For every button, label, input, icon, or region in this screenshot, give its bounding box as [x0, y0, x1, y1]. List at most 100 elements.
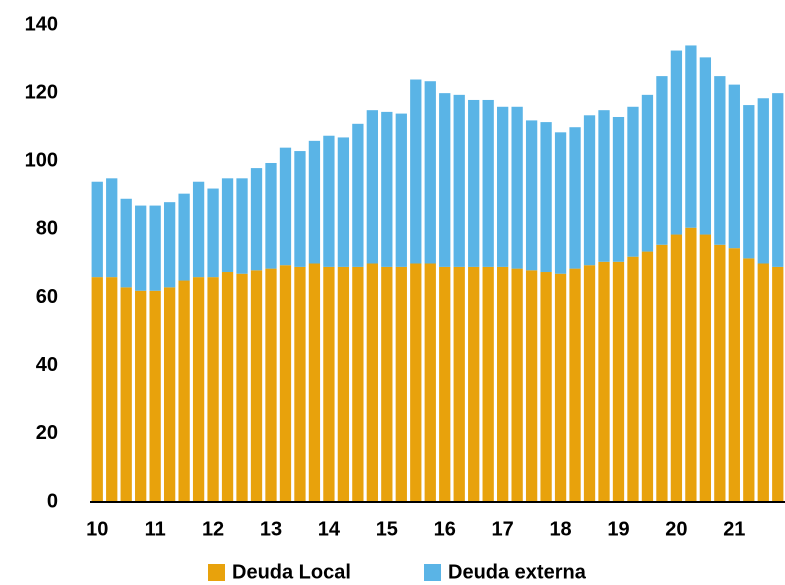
bar-segment — [192, 181, 205, 278]
bar-segment — [149, 290, 161, 502]
bar-segment — [511, 106, 523, 269]
bar-segment — [598, 110, 610, 262]
bar-segment — [149, 205, 161, 291]
bar-segment — [207, 277, 219, 502]
bar-segment — [743, 105, 755, 259]
bar-segment — [424, 81, 436, 264]
bar-segment — [641, 251, 654, 502]
bar-segment — [91, 181, 103, 278]
bar-segment — [757, 263, 769, 502]
bar-segment — [337, 266, 350, 502]
bar-segment — [323, 135, 335, 267]
bar-segment — [410, 79, 422, 264]
bar-segment — [743, 258, 755, 502]
bar-segment — [106, 178, 118, 278]
bar-segment — [598, 261, 610, 502]
bar-segment — [728, 248, 740, 502]
bar-segment — [583, 265, 596, 502]
y-tick-label: 80 — [36, 218, 58, 240]
bar-segment — [279, 147, 292, 266]
legend-swatch — [208, 564, 225, 581]
bar-segment — [525, 120, 538, 271]
bar-segment — [352, 123, 364, 267]
bar-segment — [540, 122, 552, 273]
bar-segment — [91, 277, 103, 502]
x-tick-label: 19 — [607, 518, 629, 540]
bar-segment — [714, 244, 726, 502]
bar-segment — [352, 266, 364, 502]
bar-segment — [236, 178, 248, 274]
bar-segment — [120, 198, 132, 288]
bar-segment — [772, 93, 784, 267]
x-tick-label: 10 — [86, 518, 108, 540]
bar-segment — [627, 256, 639, 502]
bar-segment — [135, 205, 147, 291]
x-tick-label: 20 — [665, 518, 687, 540]
x-tick-label: 21 — [723, 518, 745, 540]
bar-segment — [497, 106, 509, 267]
bar-segment — [410, 263, 422, 502]
bar-segment — [699, 234, 712, 502]
bar-segment — [163, 287, 176, 502]
y-tick-label: 100 — [25, 150, 58, 172]
bar-segment — [221, 178, 234, 273]
bar-segment — [656, 244, 668, 502]
bar-segment — [482, 266, 494, 502]
bar-segment — [439, 266, 451, 502]
x-tick-label: 11 — [145, 518, 166, 540]
bar-segment — [279, 265, 292, 502]
y-tick-label: 0 — [47, 490, 58, 512]
bar-segment — [511, 268, 523, 502]
bar-segment — [366, 263, 378, 502]
bar-segment — [366, 110, 378, 264]
bar-segment — [482, 99, 494, 267]
bar-segment — [395, 113, 407, 267]
bar-segment — [468, 266, 480, 502]
bar-segment — [714, 76, 726, 245]
bar-segment — [554, 132, 567, 274]
bar-segment — [525, 270, 538, 502]
legend-label: Deuda Local — [232, 561, 351, 583]
bar-segment — [135, 290, 147, 502]
y-tick-label: 60 — [36, 286, 58, 308]
bar-segment — [497, 266, 509, 502]
bar-segment — [265, 162, 277, 269]
bar-segment — [323, 266, 335, 502]
bar-segment — [670, 234, 683, 502]
x-tick-label: 15 — [376, 518, 398, 540]
bar-segment — [757, 98, 769, 264]
bar-segment — [685, 227, 697, 502]
bar-segment — [453, 94, 465, 267]
bar-segment — [453, 266, 465, 502]
y-tick-label: 40 — [36, 354, 58, 376]
bar-segment — [106, 277, 118, 502]
bar-segment — [221, 272, 234, 502]
x-tick-label: 12 — [202, 518, 224, 540]
bar-segment — [569, 268, 581, 502]
bar-segment — [178, 280, 190, 502]
x-tick-label: 17 — [492, 518, 514, 540]
bar-segment — [308, 263, 321, 502]
y-tick-label: 20 — [36, 422, 58, 444]
bar-segment — [699, 57, 712, 235]
bar-segment — [265, 268, 277, 502]
bar-segment — [670, 50, 683, 235]
bar-segment — [468, 99, 480, 267]
bar-segment — [612, 261, 625, 502]
bar-segment — [294, 151, 306, 267]
legend-label: Deuda externa — [448, 561, 587, 583]
bar-segment — [685, 45, 697, 228]
bar-segment — [395, 266, 407, 502]
bar-segment — [424, 263, 436, 502]
bar-segment — [381, 111, 393, 267]
bar-segment — [207, 188, 219, 278]
bar-segment — [540, 272, 552, 502]
bar-segment — [308, 140, 321, 264]
x-tick-label: 16 — [434, 518, 456, 540]
bar-segment — [294, 266, 306, 502]
y-tick-label: 120 — [25, 81, 58, 103]
bar-segment — [439, 93, 451, 267]
legend-swatch — [424, 564, 441, 581]
x-tick-label: 18 — [549, 518, 571, 540]
